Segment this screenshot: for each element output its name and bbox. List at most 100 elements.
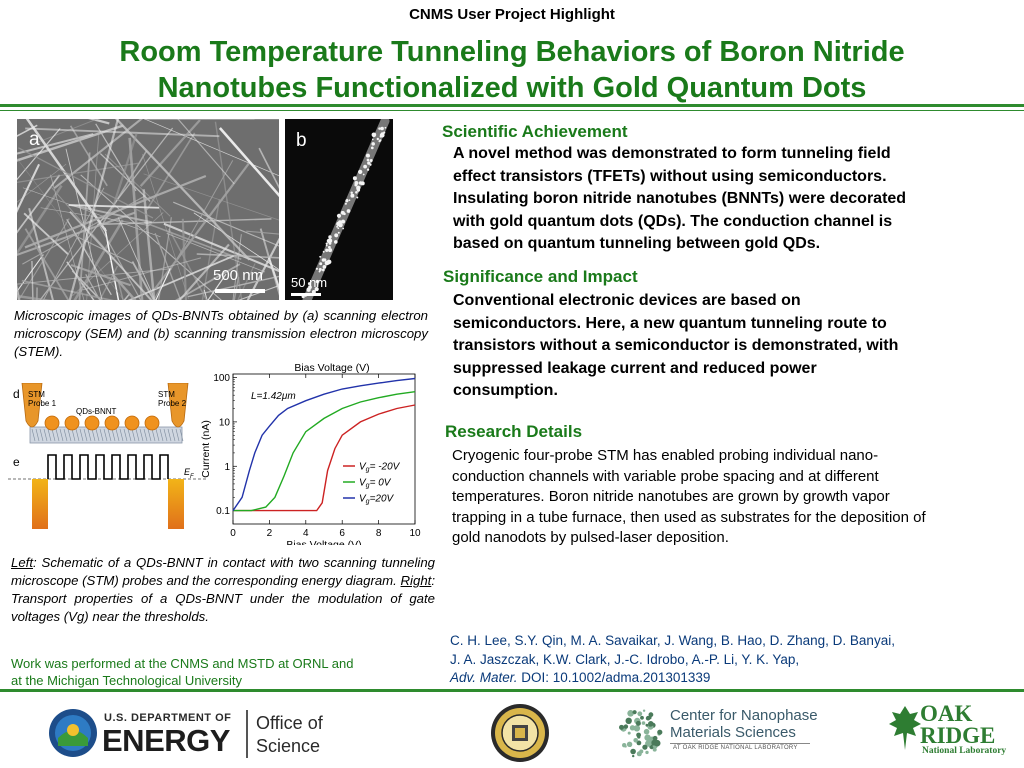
title-divider [0, 104, 1024, 107]
details-heading: Research Details [445, 422, 583, 441]
impact-line: Conventional electronic devices are base… [453, 292, 801, 309]
caption-left-word: Left [11, 555, 33, 570]
y-tick-label: 0.1 [216, 506, 230, 517]
ornl-sub-label: National Laboratory [922, 746, 1007, 756]
x-tick-label: 10 [409, 528, 421, 539]
achievement-body: A novel method was demonstrated to form … [453, 143, 906, 256]
y-tick-label: 10 [219, 417, 231, 428]
caption-part-2: : Transport properties of a QDs-BNNT und… [11, 573, 435, 624]
stm-probe-2-label: STM Probe 2 [158, 390, 186, 408]
x-tick-label: 2 [267, 528, 273, 539]
quantum-dot [44, 415, 60, 431]
fermi-subscript: F [190, 473, 194, 480]
achievement-line: effect transistors (TFETs) without using… [453, 167, 887, 185]
tube-label: QDs-BNNT [76, 407, 117, 416]
citation-line-1: C. H. Lee, S.Y. Qin, M. A. Savaikar, J. … [450, 633, 895, 648]
doe-logo-divider [246, 710, 248, 758]
sem-texture [17, 119, 279, 300]
legend-label: Vg=20V [359, 494, 395, 506]
details-line: trapping in a tube furnace, then used as… [452, 508, 926, 526]
probe-2-line-2: Probe 2 [158, 399, 187, 408]
iv-chart: 0 2 4 6 8 10 0.1 1 10 100 Bias Voltage (V) Bias Vol… [196, 360, 436, 551]
caption-right-word: Right [400, 573, 432, 588]
y-axis-label: Current (nA) [200, 420, 212, 478]
project-label: CNMS User Project Highlight [409, 6, 615, 23]
x-tick-label: 4 [303, 528, 309, 539]
citation-line-2: J. A. Jaszczak, K.W. Clark, J.-C. Idrobo… [450, 651, 800, 667]
details-line: temperatures. Boron nitride nanotubes ar… [452, 488, 890, 505]
title-divider-thin [0, 110, 1024, 111]
cnms-sub-label: AT OAK RIDGE NATIONAL LABORATORY [673, 745, 798, 751]
office-line-2: Science [256, 736, 321, 756]
panel-letter-d: d [13, 387, 20, 401]
quantum-dot [84, 415, 100, 431]
ornl-label: OAK RIDGE [920, 701, 996, 748]
probe-1-line-1: STM [28, 390, 45, 399]
details-line: Cryogenic four-probe STM has enabled pro… [452, 447, 879, 464]
credit-line-2: at the Michigan Technological University [11, 673, 242, 688]
credit-text: Work was performed at the CNMS and MSTD … [11, 655, 353, 689]
ornl-line-1: OAK [920, 701, 973, 726]
sem-image: a 500 nm [17, 119, 279, 300]
sem-scale-bar [215, 289, 265, 293]
iv-chart-svg: 0 2 4 6 8 10 0.1 1 10 100 Bias Voltage (V) Bias Vol… [200, 362, 421, 551]
ornl-line-2: RIDGE [920, 723, 996, 748]
citation-line-3: Adv. Mater. DOI: 10.1002/adma.201301339 [450, 669, 895, 688]
fermi-symbol: E [184, 467, 191, 477]
probe-2-line-1: STM [158, 390, 175, 399]
impact-line: transistors without a semiconductor is d… [453, 337, 899, 354]
achievement-line: Insulating boron nitride nanotubes (BNNT… [453, 190, 907, 207]
legend-label: Vg= 0V [359, 478, 392, 490]
probe-1-line-2: Probe 1 [28, 399, 57, 408]
cnms-line-2: Materials Sciences [670, 724, 796, 741]
cnms-logo-icon [616, 704, 666, 762]
page-title: Room Temperature Tunneling Behaviors of … [30, 34, 994, 106]
x-axis-label: Bias Voltage (V) [286, 539, 361, 545]
quantum-dot [104, 415, 120, 431]
x-tick-label: 0 [230, 528, 236, 539]
x-tick-label: 8 [376, 528, 382, 539]
achievement-heading: Scientific Achievement [442, 122, 628, 141]
achievement-line: with gold quantum dots (QDs). The conduc… [453, 212, 893, 230]
doe-seal-icon [48, 708, 98, 758]
y-tick-label: 1 [224, 462, 230, 473]
office-of-science-label: Office of Science [256, 712, 323, 758]
achievement-line: based on quantum tunneling between gold … [453, 235, 821, 252]
stem-texture [301, 119, 390, 300]
legend-label: Vg= -20V [359, 462, 401, 474]
achievement-line: A novel method was demonstrated to form … [453, 145, 891, 162]
details-line: gold nanodots by pulsed-laser deposition… [452, 529, 729, 546]
quantum-dot [144, 415, 160, 431]
stem-scale-bar-label: 50 nm [291, 275, 328, 290]
sem-scale-bar-label: 500 nm [213, 267, 264, 284]
schematic-caption: Left: Schematic of a QDs-BNNT in contact… [11, 554, 435, 626]
citation: C. H. Lee, S.Y. Qin, M. A. Savaikar, J. … [450, 632, 895, 688]
impact-body: Conventional electronic devices are base… [453, 290, 898, 403]
quantum-dot [124, 415, 140, 431]
stem-image: b 50 nm [285, 119, 393, 300]
impact-line: suppressed leakage current and reduced p… [453, 359, 817, 377]
cnms-label: Center for Nanophase Materials Sciences [670, 707, 818, 741]
office-line-1: Office of [256, 713, 323, 733]
cnms-rule [670, 743, 810, 744]
series-line-0 [233, 404, 416, 512]
stm-probe-1-label: STM Probe 1 [28, 390, 56, 408]
doe-label-big: ENERGY [102, 723, 230, 758]
impact-heading: Significance and Impact [443, 267, 638, 286]
stm-schematic: d e STM Probe 1 STM Probe 2 QDs-BNNT EF [8, 382, 208, 533]
citation-journal: Adv. Mater. [450, 670, 518, 685]
microscopy-caption: Microscopic images of QDs-BNNTs obtained… [14, 308, 428, 359]
citation-doi: DOI: 10.1002/adma.201301339 [517, 670, 711, 685]
credit-line-1: Work was performed at the CNMS and MSTD … [11, 656, 354, 671]
quantum-dot [64, 415, 80, 431]
stem-scale-bar [291, 293, 321, 296]
x-tick-label: 6 [339, 528, 345, 539]
panel-letter-b: b [296, 130, 307, 151]
ornl-leaf-icon [888, 704, 922, 752]
doe-label-small: U.S. DEPARTMENT OF [104, 712, 232, 724]
y-tick-label: 100 [213, 373, 230, 384]
panel-letter-a: a [29, 129, 40, 150]
impact-line: semiconductors. Here, a new quantum tunn… [453, 314, 887, 332]
series-line-1 [233, 391, 416, 512]
footer-divider [0, 689, 1024, 692]
